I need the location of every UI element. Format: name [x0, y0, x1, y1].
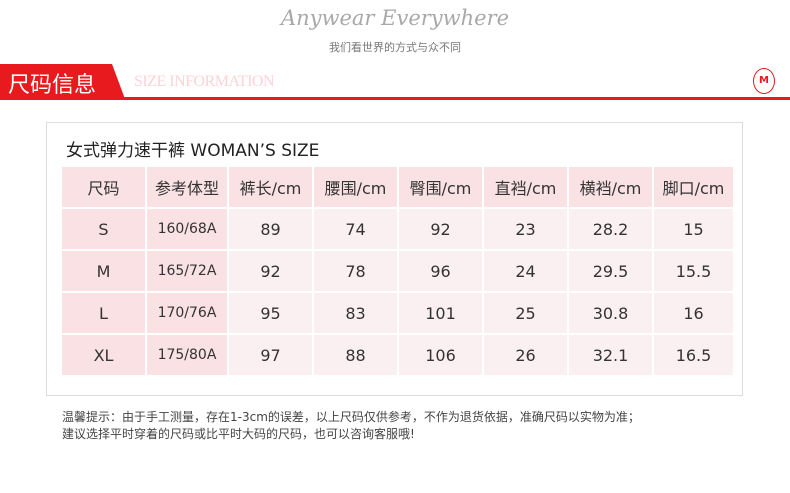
column-header: 直裆/cm: [484, 167, 567, 207]
table-cell: 97: [229, 335, 312, 375]
column-header: 臀围/cm: [399, 167, 482, 207]
brand-slogan: Anywear Everywhere: [280, 6, 510, 30]
brand-subtitle: 我们看世界的方式与众不同: [329, 41, 461, 54]
table-cell: 170/76A: [147, 293, 227, 333]
table-cell: 26: [484, 335, 567, 375]
table-cell: 89: [229, 209, 312, 249]
table-row: M 165/72A 92 78 96 24 29.5 15.5: [62, 251, 733, 291]
section-tab: 尺码信息: [0, 64, 125, 99]
table-cell: 16.5: [654, 335, 733, 375]
table-cell: 15: [654, 209, 733, 249]
column-header: 横裆/cm: [569, 167, 652, 207]
size-table: 尺码 参考体型 裤长/cm 腰围/cm 臀围/cm 直裆/cm 横裆/cm 脚口/cm S 160…: [60, 165, 735, 377]
section-title-en: SIZE INFORMATION: [134, 73, 275, 90]
column-header: 裤长/cm: [229, 167, 312, 207]
section-divider: [0, 97, 790, 100]
note-line-1: 温馨提示：由于手工测量，存在1-3cm的误差，以上尺码仅供参考，不作为退货依据，…: [62, 410, 640, 424]
note-line-2: 建议选择平时穿着的尺码或比平时大码的尺码，也可以咨询客服哦!: [62, 427, 415, 441]
table-cell: 16: [654, 293, 733, 333]
table-cell: 88: [314, 335, 397, 375]
table-cell: 95: [229, 293, 312, 333]
column-header: 尺码: [62, 167, 145, 207]
table-cell: 25: [484, 293, 567, 333]
table-cell: 96: [399, 251, 482, 291]
table-cell: 78: [314, 251, 397, 291]
column-header: 脚口/cm: [654, 167, 733, 207]
table-row: XL 175/80A 97 88 106 26 32.1 16.5: [62, 335, 733, 375]
section-title: 尺码信息: [8, 73, 97, 98]
table-cell: 175/80A: [147, 335, 227, 375]
table-header-row: 尺码 参考体型 裤长/cm 腰围/cm 臀围/cm 直裆/cm 横裆/cm 脚口/cm: [62, 167, 733, 207]
table-cell: 106: [399, 335, 482, 375]
table-cell: XL: [62, 335, 145, 375]
table-cell: 101: [399, 293, 482, 333]
table-cell: 29.5: [569, 251, 652, 291]
table-cell: 74: [314, 209, 397, 249]
column-header: 参考体型: [147, 167, 227, 207]
table-row: L 170/76A 95 83 101 25 30.8 16: [62, 293, 733, 333]
note: 温馨提示：由于手工测量，存在1-3cm的误差，以上尺码仅供参考，不作为退货依据，…: [62, 409, 640, 443]
table-cell: 160/68A: [147, 209, 227, 249]
table-cell: L: [62, 293, 145, 333]
table-cell: 165/72A: [147, 251, 227, 291]
table-cell: 24: [484, 251, 567, 291]
table-frame: [46, 122, 743, 396]
table-cell: S: [62, 209, 145, 249]
table-cell: 32.1: [569, 335, 652, 375]
table-cell: 15.5: [654, 251, 733, 291]
table-cell: 92: [399, 209, 482, 249]
table-cell: 30.8: [569, 293, 652, 333]
column-header: 腰围/cm: [314, 167, 397, 207]
table-cell: 28.2: [569, 209, 652, 249]
table-title: 女式弹力速干裤 WOMAN’S SIZE: [66, 141, 320, 161]
table-cell: 23: [484, 209, 567, 249]
table-cell: 92: [229, 251, 312, 291]
table-cell: 83: [314, 293, 397, 333]
brand-logo-icon: M: [753, 68, 775, 94]
table-row: S 160/68A 89 74 92 23 28.2 15: [62, 209, 733, 249]
table-cell: M: [62, 251, 145, 291]
